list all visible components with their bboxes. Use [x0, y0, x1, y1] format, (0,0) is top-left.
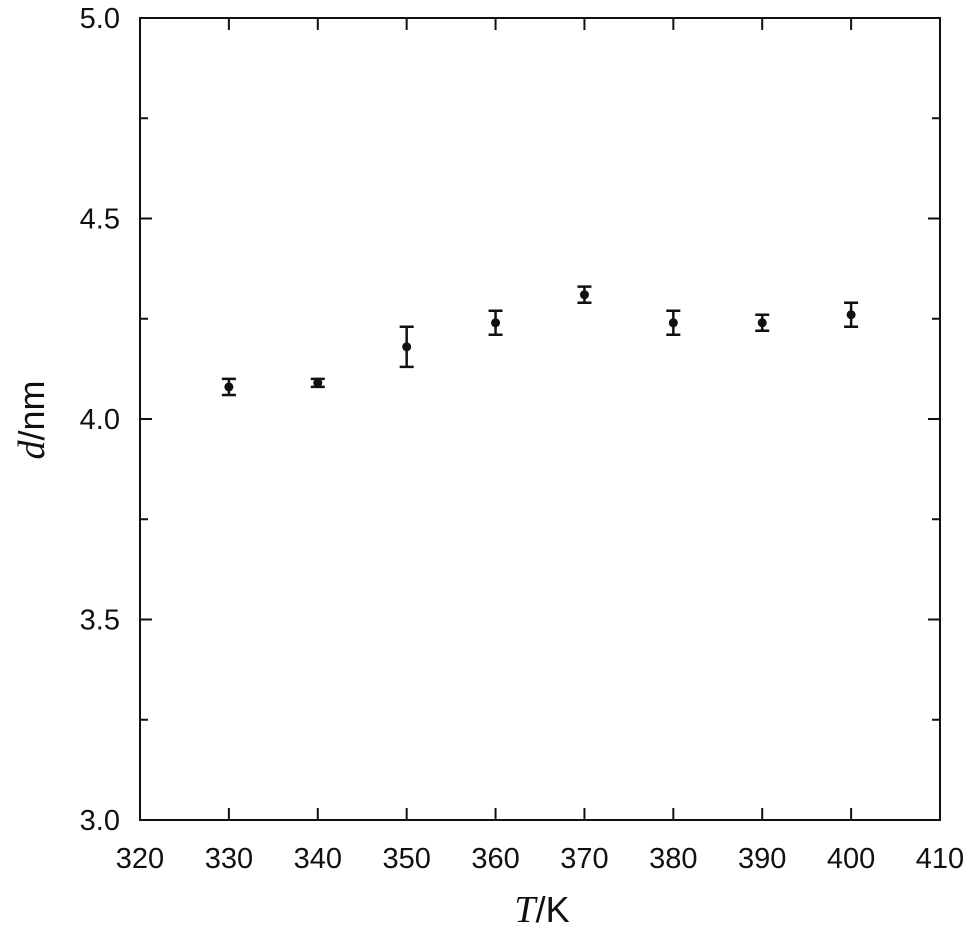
x-axis-unit: /K [536, 889, 570, 930]
data-point [757, 318, 767, 328]
data-point [491, 318, 501, 328]
y-tick-label: 3.0 [80, 805, 120, 837]
y-axis-label: d/nm [11, 380, 53, 459]
x-tick-label: 400 [827, 843, 875, 875]
plot-frame [139, 17, 941, 821]
data-point [668, 318, 678, 328]
x-tick-label: 380 [649, 843, 697, 875]
y-axis-symbol: d [11, 440, 53, 460]
x-tick-label: 370 [560, 843, 608, 875]
x-axis-symbol: T [514, 889, 538, 931]
y-tick-label: 5.0 [80, 3, 120, 35]
data-point [402, 342, 412, 352]
x-tick-label: 390 [738, 843, 786, 875]
x-tick-label: 410 [916, 843, 964, 875]
x-tick-label: 350 [382, 843, 430, 875]
y-axis-unit: /nm [11, 380, 52, 440]
y-tick-label: 3.5 [80, 605, 120, 637]
x-tick-label: 360 [471, 843, 519, 875]
x-tick-label: 340 [294, 843, 342, 875]
data-point [313, 378, 323, 388]
x-axis-label: T/K [514, 889, 569, 931]
data-point [846, 310, 856, 320]
data-point [224, 382, 234, 392]
x-tick-label: 330 [205, 843, 253, 875]
y-tick-label: 4.0 [80, 404, 120, 436]
y-tick-label: 4.5 [80, 204, 120, 236]
data-point [579, 290, 589, 300]
x-tick-label: 320 [116, 843, 164, 875]
